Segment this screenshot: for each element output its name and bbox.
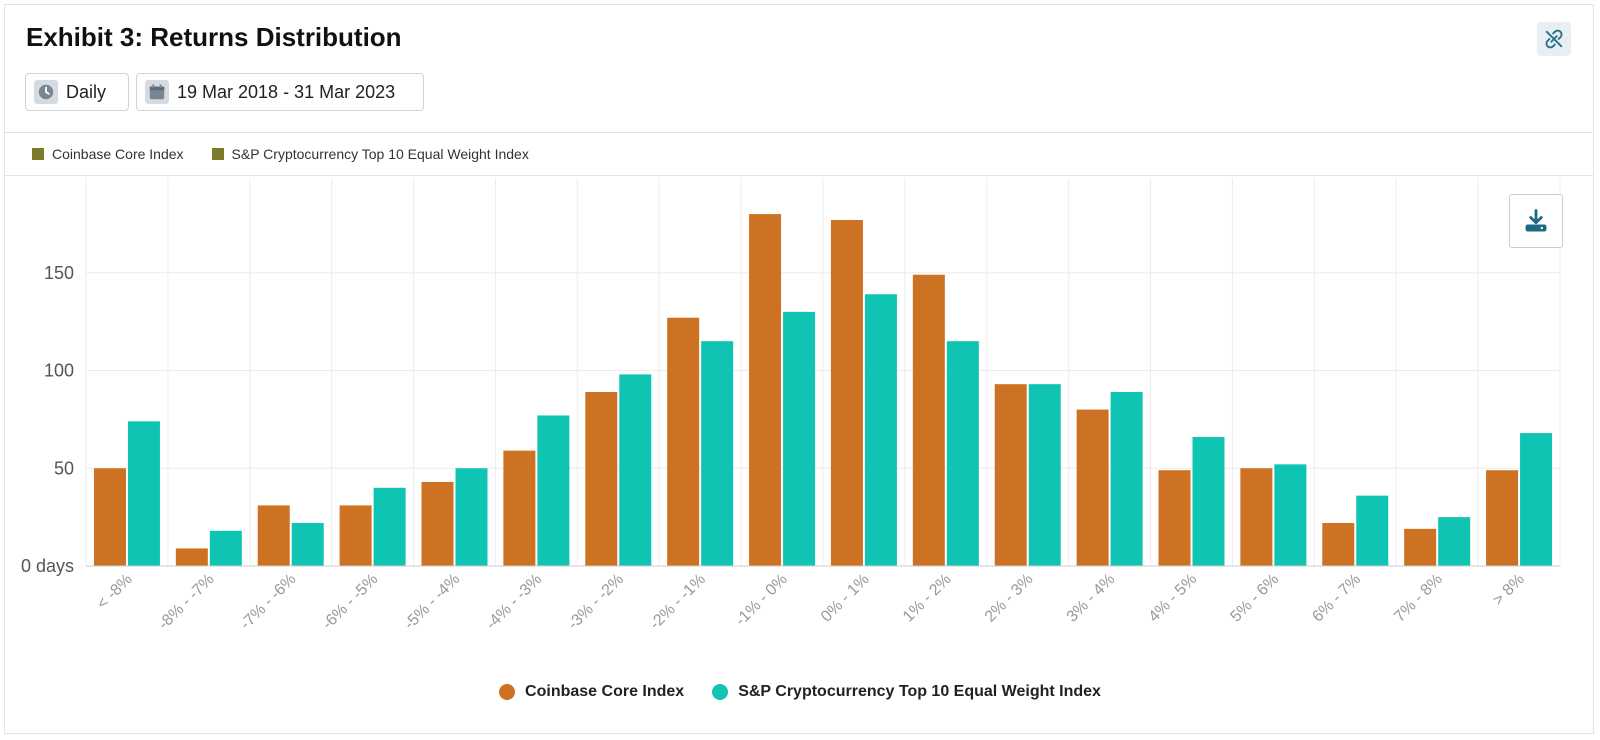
header-divider [5,132,1593,133]
x-tick-label: 6% - 7% [1309,571,1364,626]
calendar-icon [145,80,169,104]
x-tick-label: 0% - 1% [818,571,873,626]
y-tick-label: 150 [44,263,74,283]
date-range-selector[interactable]: 19 Mar 2018 - 31 Mar 2023 [136,73,424,111]
bar-sp [373,487,406,566]
bar-sp [127,421,160,566]
bar-coinbase [93,468,126,566]
bar-coinbase [994,384,1027,566]
x-tick-label: -8% - -7% [155,571,217,633]
x-tick-label: -4% - -3% [483,571,545,633]
top-legend-item-sp[interactable]: S&P Cryptocurrency Top 10 Equal Weight I… [211,146,529,162]
x-tick-label: -6% - -5% [319,571,381,633]
download-icon [1525,209,1547,232]
bar-coinbase [421,481,454,566]
bar-sp [291,522,324,566]
chart-title: Exhibit 3: Returns Distribution [26,22,402,52]
unlink-icon [1545,29,1563,49]
x-tick-label: 2% - 3% [982,571,1037,626]
x-tick-label: -2% - -1% [647,571,709,633]
bar-sp [701,341,734,566]
x-tick-label: -1% - 0% [732,571,791,630]
bar-sp [619,374,652,566]
bottom-legend: Coinbase Core Index S&P Cryptocurrency T… [0,683,1600,701]
bar-sp [455,468,488,566]
legend-divider [5,175,1593,176]
y-tick-label: 50 [54,458,74,478]
top-legend-label: S&P Cryptocurrency Top 10 Equal Weight I… [231,146,529,162]
x-tick-label: 7% - 8% [1391,571,1446,626]
bar-sp [946,341,979,566]
x-tick-label: -5% - -4% [401,571,463,633]
bar-sp [783,311,816,566]
bar-sp [1356,495,1389,566]
legend-dot [499,684,516,700]
legend-label: S&P Cryptocurrency Top 10 Equal Weight I… [738,683,1101,700]
legend-swatch [32,148,44,160]
bar-sp [1110,392,1143,566]
bar-sp [1028,384,1061,566]
legend-dot [712,684,729,700]
bar-coinbase [830,219,863,566]
bar-coinbase [339,505,372,566]
download-button[interactable] [1509,194,1563,248]
legend-label: Coinbase Core Index [525,683,685,700]
bar-coinbase [912,274,945,566]
y-tick-label: 0 days [21,556,74,576]
x-tick-label: -7% - -6% [237,571,299,633]
bar-coinbase [1404,528,1437,566]
bar-coinbase [1486,470,1519,566]
clock-icon [34,80,58,104]
y-tick-label: 100 [44,361,74,381]
x-tick-label: 4% - 5% [1146,571,1201,626]
x-tick-label: 1% - 2% [900,571,955,626]
date-range-label: 19 Mar 2018 - 31 Mar 2023 [177,81,396,102]
x-tick-label: < -8% [94,571,136,613]
top-legend-item-coinbase[interactable]: Coinbase Core Index [32,146,184,162]
frequency-selector[interactable]: Daily [25,73,129,111]
unlink-button[interactable] [1537,22,1571,56]
x-tick-label: > 8% [1490,571,1528,609]
legend-item-sp[interactable]: S&P Cryptocurrency Top 10 Equal Weight I… [712,683,1101,701]
legend-swatch [211,148,224,160]
x-tick-label: 3% - 4% [1064,571,1119,626]
bar-sp [537,415,570,566]
frequency-label: Daily [66,81,107,102]
bar-coinbase [257,505,290,566]
bar-coinbase [503,450,536,566]
bar-coinbase [1076,409,1109,566]
x-tick-label: 5% - 6% [1227,571,1282,626]
bar-coinbase [749,214,782,566]
bar-coinbase [667,317,700,566]
bar-sp [1438,517,1471,566]
top-legend-label: Coinbase Core Index [52,146,184,162]
top-legend: Coinbase Core Index S&P Cryptocurrency T… [32,146,557,162]
bar-sp [864,294,897,566]
bar-sp [209,530,242,566]
bar-coinbase [1240,468,1273,566]
bar-coinbase [585,392,618,566]
legend-item-coinbase[interactable]: Coinbase Core Index [499,683,684,701]
bar-coinbase [1322,522,1355,566]
bar-coinbase [1158,470,1191,566]
bar-sp [1274,464,1307,566]
bar-coinbase [175,548,208,566]
x-tick-label: -3% - -2% [565,571,627,633]
bar-sp [1520,433,1553,566]
bar-sp [1192,436,1225,566]
